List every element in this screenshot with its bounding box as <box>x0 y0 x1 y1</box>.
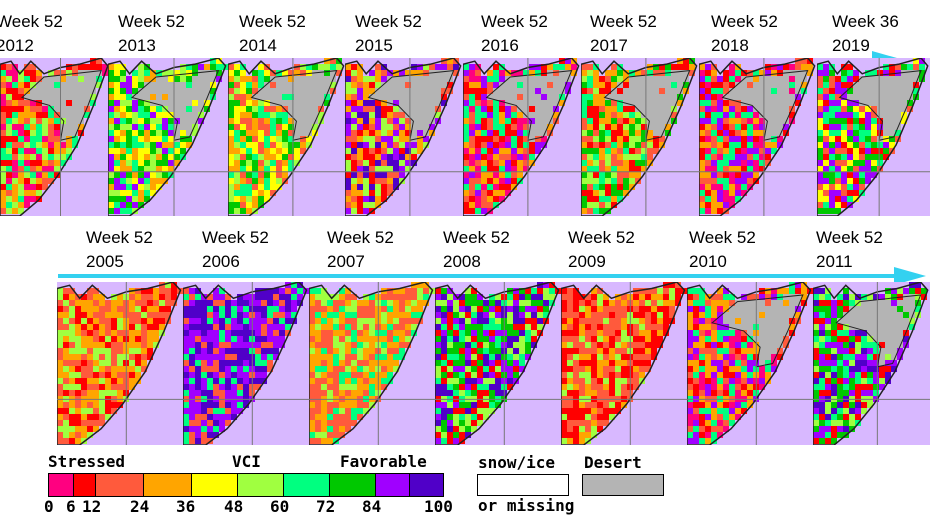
map-label-week: Week 52 <box>327 228 394 247</box>
map-label-year: 2008 <box>443 252 481 271</box>
map-label-year: 2006 <box>202 252 240 271</box>
vci-map-2006 <box>183 282 309 445</box>
map-label-year: 2012 <box>0 36 34 55</box>
vci-map-2008 <box>435 282 561 445</box>
legend-tick: 12 <box>82 497 102 516</box>
map-label-year: 2010 <box>689 252 727 271</box>
vci-map-2007 <box>309 282 435 445</box>
vci-map-2010 <box>687 282 813 445</box>
legend-desert-swatch <box>582 474 664 496</box>
legend-tick: 36 <box>176 497 196 516</box>
map-label-year: 2007 <box>327 252 365 271</box>
map-label-week: Week 52 <box>568 228 635 247</box>
legend-swatch <box>48 474 74 496</box>
vci-map-2013 <box>108 58 228 216</box>
vci-map-2015 <box>345 58 463 216</box>
map-label-week: Week 52 <box>239 12 306 31</box>
legend-swatch <box>238 474 284 496</box>
map-label-week: Week 52 <box>481 12 548 31</box>
map-label-week: Week 52 <box>711 12 778 31</box>
map-label-year: 2018 <box>711 36 749 55</box>
map-label-week: Week 52 <box>202 228 269 247</box>
legend-swatch <box>330 474 376 496</box>
vci-map-2019 <box>817 58 930 216</box>
legend-tick: 24 <box>130 497 150 516</box>
legend-swatch <box>74 474 96 496</box>
map-label-year: 2009 <box>568 252 606 271</box>
vci-map-2017 <box>581 58 699 216</box>
vci-map-2016 <box>463 58 581 216</box>
vci-map-2009 <box>561 282 687 445</box>
legend-snow-ice: snow/ice <box>478 453 556 472</box>
map-label-week: Week 52 <box>118 12 185 31</box>
map-label-week: Week 52 <box>0 12 63 31</box>
legend-tick: 84 <box>362 497 382 516</box>
legend-colorbar-frame <box>48 473 444 497</box>
map-label-year: 2013 <box>118 36 156 55</box>
map-label-year: 2014 <box>239 36 277 55</box>
map-label-week: Week 52 <box>816 228 883 247</box>
legend-tick: 6 <box>66 497 76 516</box>
legend-swatch <box>192 474 238 496</box>
legend-desert: Desert <box>584 453 642 472</box>
map-label-year: 2015 <box>355 36 393 55</box>
legend-swatch <box>376 474 410 496</box>
vci-map-2014 <box>228 58 346 216</box>
legend-vci: VCI <box>232 452 261 471</box>
legend-tick: 100 <box>424 497 453 516</box>
legend-swatch <box>96 474 144 496</box>
legend-tick: 48 <box>224 497 244 516</box>
vci-map-2012 <box>0 58 110 216</box>
legend-tick: 0 <box>44 497 54 516</box>
map-label-year: 2011 <box>816 252 853 271</box>
vci-map-2018 <box>699 58 817 216</box>
map-label-year: 2017 <box>590 36 628 55</box>
legend-snow-swatch <box>477 474 569 496</box>
map-label-year: 2016 <box>481 36 519 55</box>
legend-stressed: Stressed <box>48 452 126 471</box>
legend-tick: 60 <box>270 497 290 516</box>
map-label-week: Week 52 <box>355 12 422 31</box>
map-label-year: 2005 <box>86 252 124 271</box>
map-label-week: Week 52 <box>443 228 510 247</box>
vci-map-2005 <box>57 282 183 445</box>
timeline-arrow-bottom <box>58 267 926 285</box>
map-label-week: Week 52 <box>86 228 153 247</box>
legend-tick: 72 <box>316 497 336 516</box>
map-label-week: Week 52 <box>590 12 657 31</box>
map-label-week: Week 52 <box>689 228 756 247</box>
legend-swatch <box>284 474 330 496</box>
legend-swatch <box>144 474 192 496</box>
legend-favorable: Favorable <box>340 452 427 471</box>
vci-map-2011 <box>813 282 930 445</box>
map-label-year: 2019 <box>832 36 870 55</box>
legend-or-missing: or missing <box>478 496 575 515</box>
map-label-week: Week 36 <box>832 12 899 31</box>
